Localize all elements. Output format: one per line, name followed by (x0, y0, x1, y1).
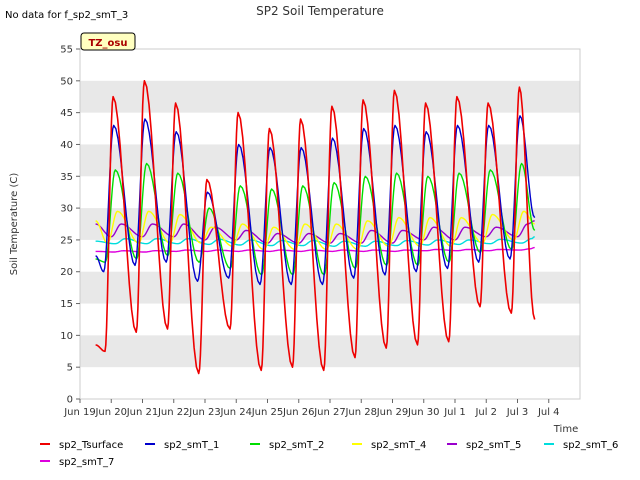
legend-label-sp2_smT_2: sp2_smT_2 (269, 440, 324, 451)
series-line-sp2_smT_1 (95, 115, 536, 286)
series-line-sp2_smT_7 (95, 246, 535, 253)
x-tick-label: Jun 30 (407, 407, 440, 418)
legend-label-sp2_smT_5: sp2_smT_5 (466, 440, 521, 451)
y-tick-label: 50 (60, 76, 73, 87)
grid-band (80, 271, 580, 304)
x-tick-label: Jun 20 (94, 407, 127, 418)
y-tick-label: 25 (60, 235, 73, 246)
x-tick-label: Jun 23 (188, 407, 221, 418)
y-tick-label: 55 (60, 45, 73, 56)
grid-band (80, 335, 580, 368)
x-tick-label: Jun 27 (313, 407, 346, 418)
x-tick-label: Jun 22 (157, 407, 190, 418)
legend-label-sp2_smT_7: sp2_smT_7 (59, 457, 114, 468)
grid-band (80, 80, 580, 113)
legend: sp2_Tsurface sp2_smT_1 sp2_smT_2 sp2_smT_4 s… (40, 440, 618, 468)
legend-label-sp2_smT_6: sp2_smT_6 (563, 440, 618, 451)
y-tick-label: 5 (67, 363, 73, 374)
x-tick-label: Jun 28 (344, 407, 377, 418)
y-axis-ticks: 0 5 10 15 20 25 30 35 40 45 50 55 (60, 45, 80, 406)
x-axis-ticks: Jun 19 Jun 20 Jun 21 Jun 22 Jun 23 Jun 24 Jun … (63, 399, 560, 418)
y-tick-label: 15 (60, 299, 73, 310)
y-tick-label: 35 (60, 172, 73, 183)
x-axis-title: Time (553, 424, 578, 435)
tz-badge-box (80, 32, 136, 51)
x-tick-label: Jun 24 (219, 407, 252, 418)
x-tick-label: Jun 21 (126, 407, 159, 418)
chart-title: SP2 Soil Temperature (256, 4, 384, 18)
x-tick-label: Jul 4 (537, 407, 560, 418)
y-tick-label: 20 (60, 267, 73, 278)
tz-badge-label: TZ_osu (88, 38, 127, 49)
y-tick-label: 0 (67, 395, 73, 406)
y-axis-title: Soil Temperature (C) (9, 173, 20, 276)
x-tick-label: Jun 25 (251, 407, 284, 418)
x-tick-label: Jun 26 (282, 407, 315, 418)
legend-label-sp2_Tsurface: sp2_Tsurface (59, 440, 123, 451)
x-tick-label: Jul 3 (506, 407, 529, 418)
series-line-sp2_smT_4 (95, 210, 535, 251)
series-line-sp2_Tsurface (95, 80, 536, 375)
y-tick-label: 45 (60, 108, 73, 119)
y-tick-label: 10 (60, 331, 73, 342)
legend-label-sp2_smT_4: sp2_smT_4 (371, 440, 426, 451)
series-line-sp2_smT_5 (95, 220, 535, 244)
x-tick-label: Jul 2 (474, 407, 497, 418)
y-tick-label: 40 (60, 140, 73, 151)
y-tick-label: 30 (60, 204, 73, 215)
series-lines (95, 80, 536, 375)
tz-badge: TZ_osu (80, 32, 136, 51)
x-tick-label: Jun 19 (63, 407, 96, 418)
x-tick-label: Jul 1 (443, 407, 466, 418)
legend-label-sp2_smT_1: sp2_smT_1 (164, 440, 219, 451)
x-tick-label: Jun 29 (376, 407, 409, 418)
no-data-note: No data for f_sp2_smT_3 (5, 10, 128, 21)
